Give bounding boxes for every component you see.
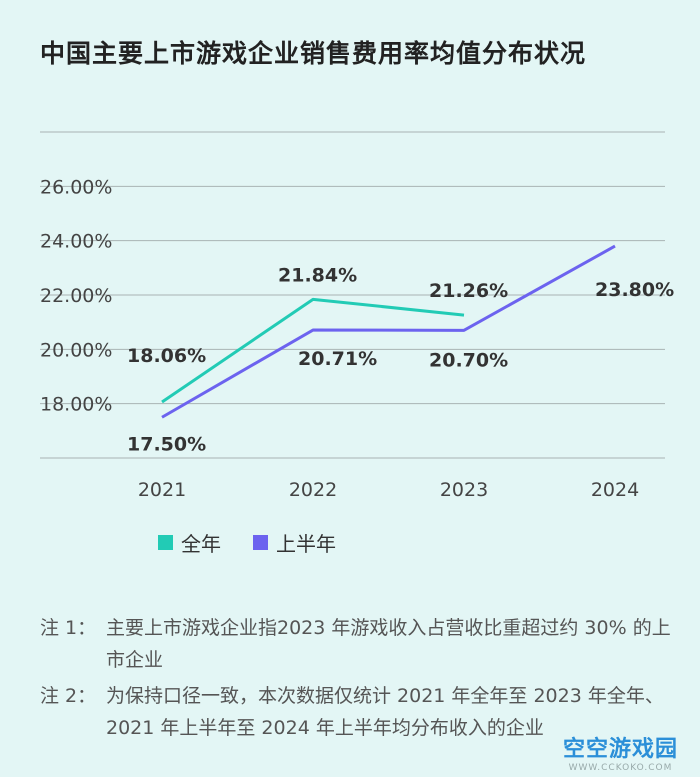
footnote-1: 注 1： 主要上市游戏企业指2023 年游戏收入占营收比重超过约 30% 的上市…: [40, 612, 680, 676]
chart-title: 中国主要上市游戏企业销售费用率均值分布状况: [40, 39, 587, 68]
watermark-logo-text: 空空游戏园: [562, 737, 678, 762]
data-label: 20.71%: [298, 348, 377, 370]
y-tick-label: 18.00%: [40, 394, 112, 416]
y-axis-ticks: 18.00% 20.00% 22.00% 24.00% 26.00%: [40, 176, 112, 415]
footnote-1-prefix: 注 1：: [40, 617, 97, 639]
y-tick-label: 20.00%: [40, 339, 112, 361]
footnote-1-text: 主要上市游戏企业指2023 年游戏收入占营收比重超过约 30% 的上市企业: [106, 617, 671, 671]
legend-swatch-half-year: [253, 535, 268, 550]
footnotes: 注 1： 主要上市游戏企业指2023 年游戏收入占营收比重超过约 30% 的上市…: [40, 612, 680, 748]
data-labels: 18.06% 21.84% 21.26% 17.50% 20.71% 20.70% 23.8…: [127, 264, 674, 455]
series-lines: [161, 244, 616, 419]
data-label: 17.50%: [127, 433, 206, 455]
data-label: 20.70%: [429, 349, 508, 371]
x-tick-label: 2021: [138, 479, 186, 501]
legend: 全年 上半年: [158, 528, 368, 557]
footnote-2: 注 2： 为保持口径一致，本次数据仅统计 2021 年全年至 2023 年全年、…: [40, 680, 680, 744]
footnote-2-prefix: 注 2：: [40, 685, 97, 707]
footnote-2-text: 为保持口径一致，本次数据仅统计 2021 年全年至 2023 年全年、2021 …: [106, 685, 664, 739]
legend-item-full-year: 全年: [158, 528, 221, 557]
watermark: 空空游戏园 WWW.CCKOKO.COM: [563, 731, 678, 773]
x-tick-label: 2022: [289, 479, 337, 501]
x-tick-label: 2024: [591, 479, 639, 501]
watermark-url: WWW.CCKOKO.COM: [568, 763, 673, 773]
data-label: 23.80%: [595, 279, 674, 301]
series-line-half-year: [161, 244, 616, 419]
x-tick-label: 2023: [440, 479, 488, 501]
data-label: 21.84%: [278, 264, 357, 286]
data-label: 18.06%: [127, 345, 206, 367]
legend-swatch-full-year: [158, 535, 173, 550]
x-axis-ticks: 2021 2022 2023 2024: [138, 479, 639, 501]
y-tick-label: 22.00%: [40, 285, 112, 307]
legend-label-full-year: 全年: [181, 532, 221, 556]
y-tick-label: 24.00%: [40, 231, 112, 253]
y-tick-label: 26.00%: [40, 176, 112, 198]
grid-lines: [40, 131, 665, 459]
legend-item-half-year: 上半年: [253, 528, 336, 557]
data-label: 21.26%: [429, 280, 508, 302]
series-line-full-year: [161, 297, 465, 404]
legend-label-half-year: 上半年: [276, 532, 336, 556]
line-chart: 18.00%20.00%22.00%24.00%26.00% 2021 2022 2…: [40, 131, 674, 501]
